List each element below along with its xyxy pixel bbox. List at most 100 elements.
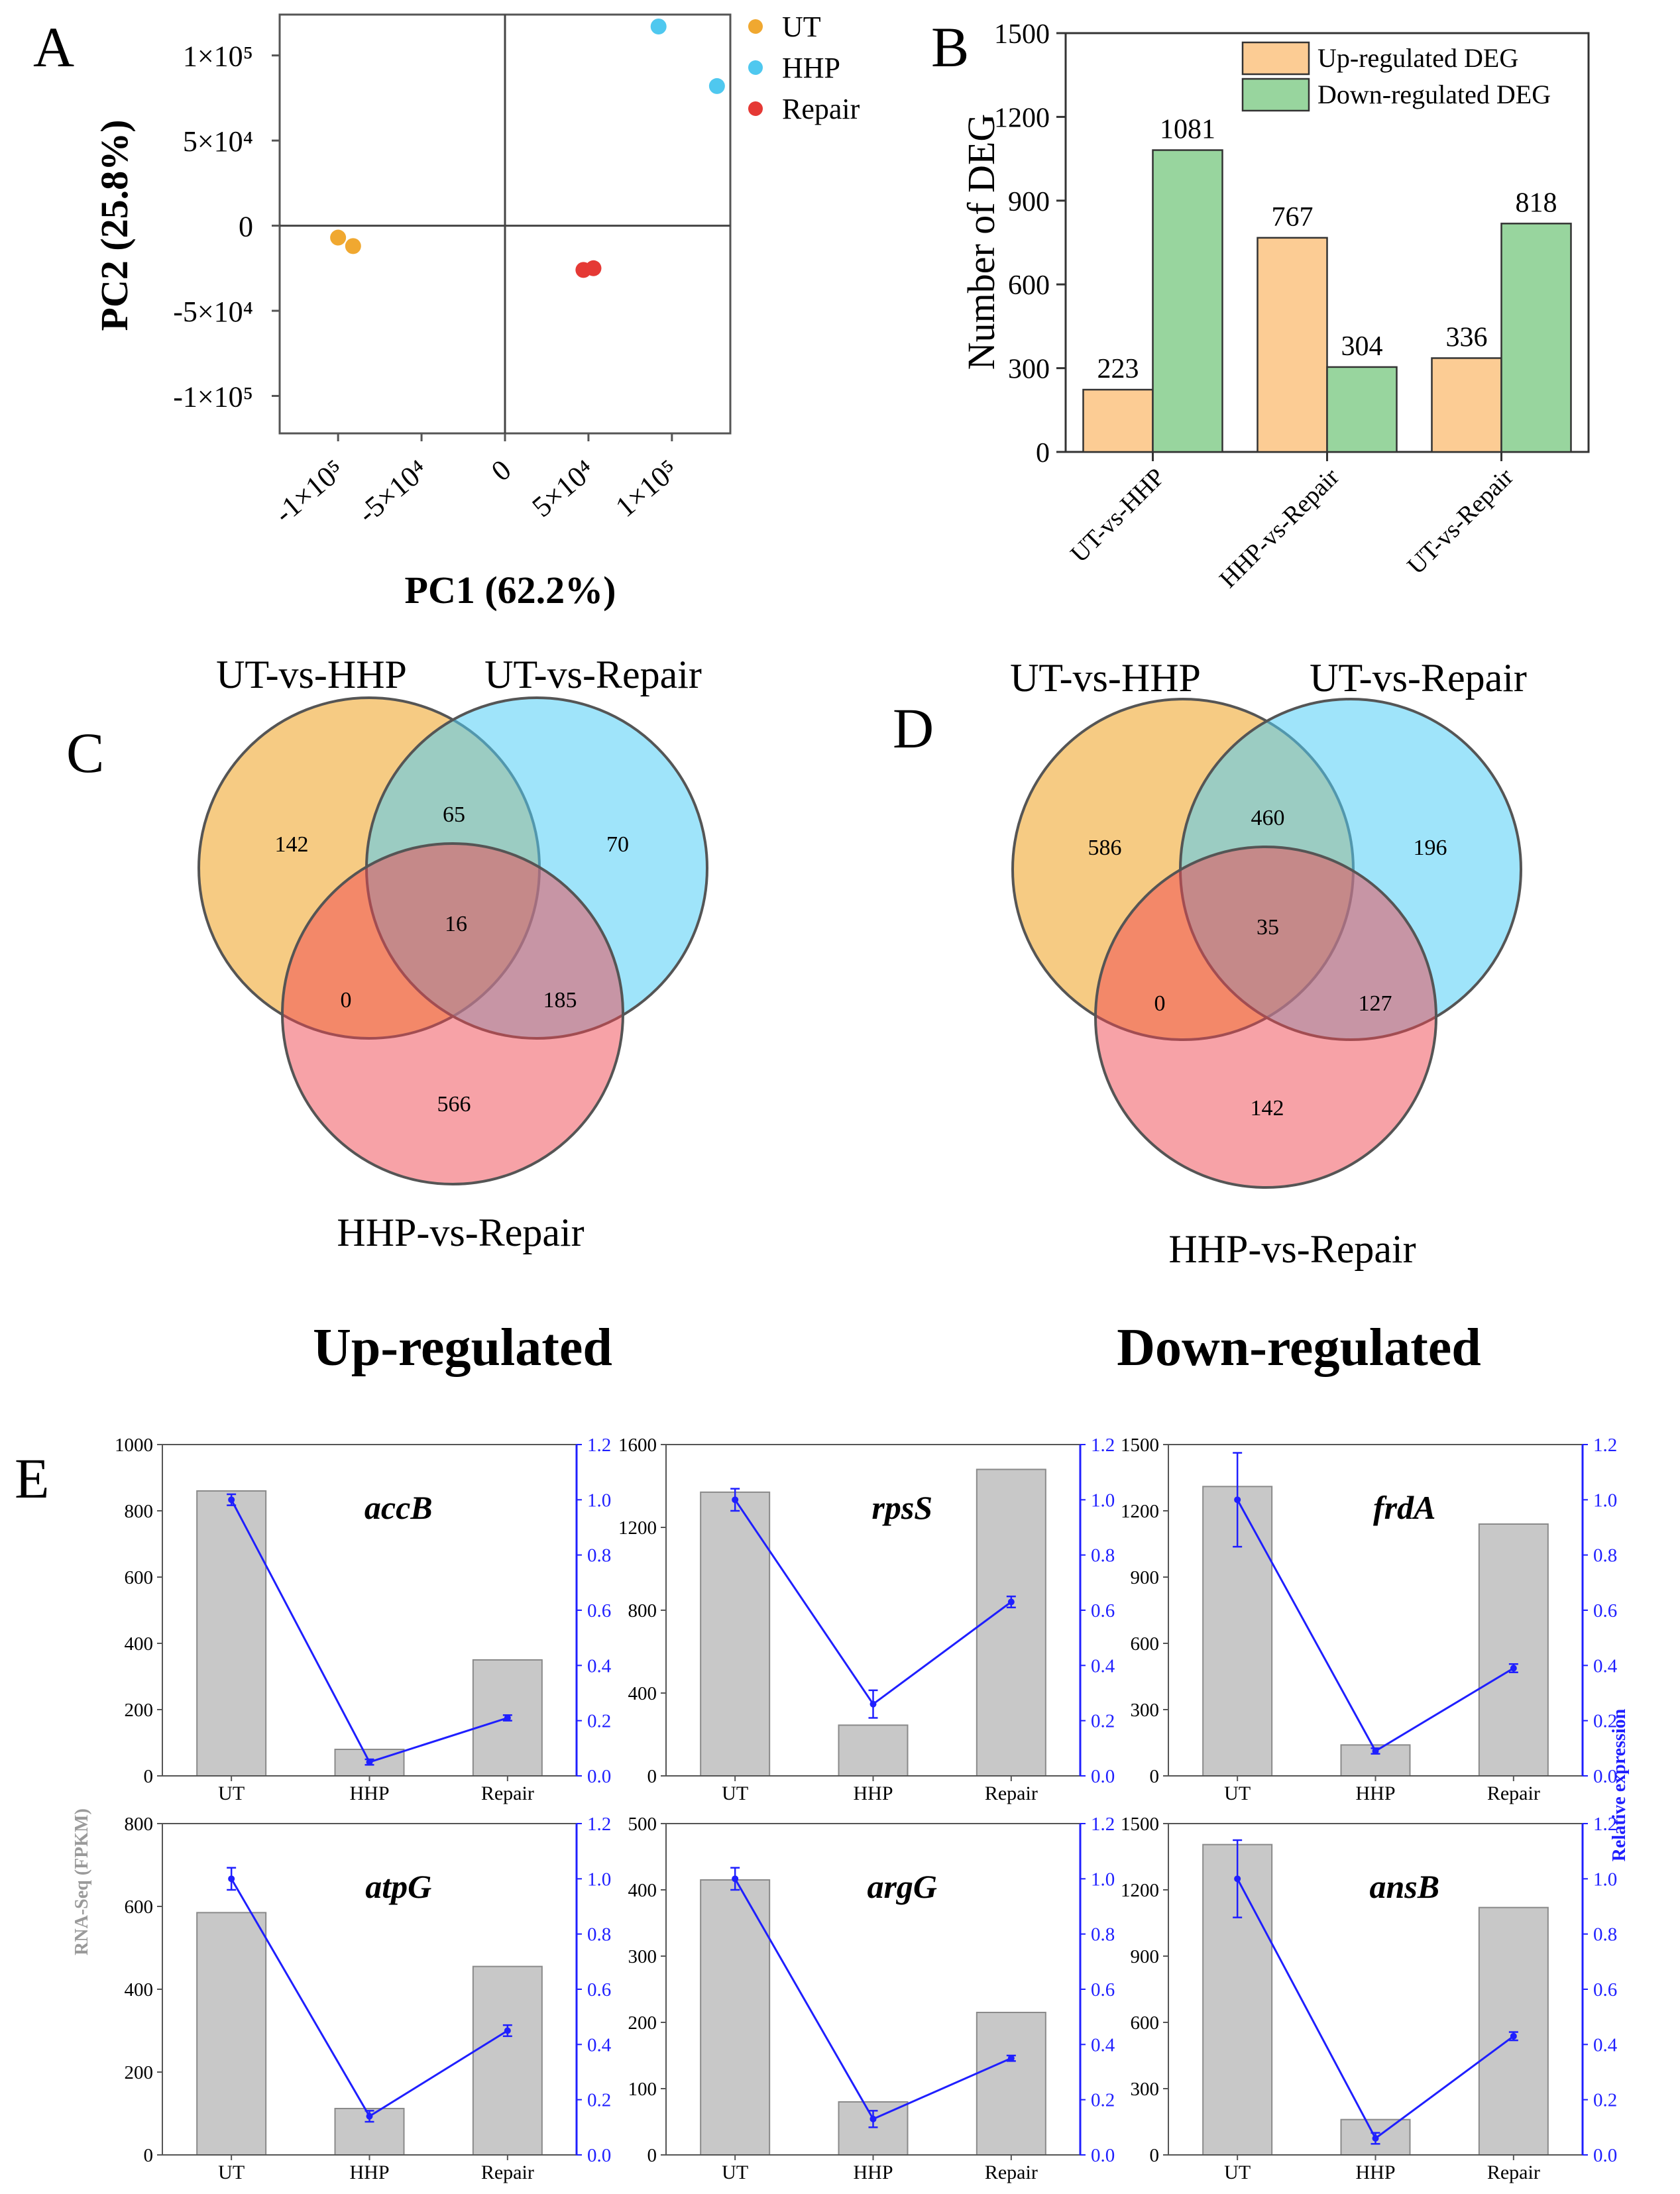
- venn-set-label: UT-vs-Repair: [1310, 656, 1527, 700]
- pca-point-repair: [585, 260, 602, 276]
- gene-right-tick-label: 0.8: [1091, 1545, 1115, 1566]
- gene-right-tick-label: 0.6: [1593, 1600, 1617, 1621]
- relative-expression-point: [732, 1496, 739, 1504]
- gene-left-tick-label: 600: [125, 1896, 154, 1918]
- panel-c-label: C: [66, 721, 104, 785]
- gene-name-label: atpG: [365, 1868, 431, 1905]
- fpkm-bar: [700, 1491, 771, 1777]
- pca-legend-marker-hhp: [748, 60, 763, 75]
- fpkm-bar: [838, 2101, 909, 2156]
- gene-x-tick-label: HHP: [853, 2162, 893, 2183]
- gene-x-tick-label: Repair: [481, 1783, 534, 1804]
- venn-up: UT-vs-HHP UT-vs-Repair HHP-vs-Repair 142 65 7…: [197, 653, 708, 1254]
- gene-left-tick-label: 0: [144, 1766, 154, 1787]
- gene-right-tick-label: 0.4: [587, 1655, 612, 1676]
- gene-x-tick-label: UT: [1224, 2162, 1251, 2183]
- gene-right-tick-label: 0.2: [1091, 2090, 1115, 2111]
- deg-y-tick-label: 300: [1008, 355, 1050, 385]
- gene-x-tick-label: HHP: [1355, 1783, 1395, 1804]
- fpkm-bar: [976, 1468, 1046, 1777]
- gene-name-label: accB: [364, 1489, 433, 1526]
- venn-set-label: HHP-vs-Repair: [1168, 1227, 1416, 1271]
- gene-left-tick-label: 500: [628, 1814, 657, 1835]
- deg-legend-swatch: [1241, 78, 1310, 112]
- venn-region-count: 185: [543, 988, 577, 1013]
- pca-x-axis-label: PC1 (62.2%): [405, 569, 616, 612]
- rnaseq-axis-label: RNA-Seq (FPKM): [72, 1808, 92, 1955]
- pca-point-ut: [330, 229, 347, 246]
- relative-expression-line: [230, 1878, 508, 2118]
- gene-right-tick-label: 1.2: [1593, 1814, 1617, 1835]
- venn-region-count: 35: [1257, 915, 1279, 940]
- venn-circle: [1094, 846, 1437, 1189]
- deg-y-tick-label: 1200: [994, 103, 1050, 133]
- deg-bar-value-label: 818: [1516, 188, 1557, 218]
- gene-name-label: frdA: [1373, 1489, 1435, 1526]
- relative-expression-point: [228, 1496, 235, 1504]
- pca-legend-label: HHP: [782, 52, 840, 84]
- pca-y-tick-label: 5×10⁴: [183, 125, 253, 158]
- pca-y-axis-label: PC2 (25.8%): [93, 120, 136, 331]
- gene-right-tick-label: 1.0: [1091, 1869, 1115, 1890]
- pca-x-tick-label: 0: [485, 453, 517, 488]
- relative-expression-point: [228, 1875, 235, 1883]
- fpkm-bar: [1478, 1523, 1549, 1777]
- fpkm-bar: [196, 1912, 267, 2156]
- gene-left-tick-label: 1200: [1121, 1501, 1159, 1522]
- relative-expression-line: [230, 1499, 508, 1763]
- gene-right-tick-label: 0.6: [587, 1979, 611, 2001]
- pca-y-tick-label: -5×10⁴: [173, 296, 253, 328]
- pca-x-tick-label: -5×10⁴: [351, 453, 433, 529]
- gene-right-tick-label: 1.2: [1091, 1435, 1115, 1456]
- gene-x-tick-label: Repair: [1487, 1783, 1540, 1804]
- pca-zero-lines: [280, 15, 730, 433]
- gene-left-tick-label: 1000: [115, 1435, 153, 1456]
- pca-x-ticks: -1×10⁵ -5×10⁴ 0 5×10⁴ 1×10⁵: [268, 433, 684, 529]
- venn-region-count: 196: [1414, 836, 1447, 860]
- deg-y-tick-label: 600: [1008, 270, 1050, 301]
- gene-left-tick-label: 300: [628, 1946, 657, 1967]
- deg-bars: 223 1081 767 304 336 818: [1082, 115, 1572, 453]
- relative-expression-point: [1007, 2055, 1015, 2062]
- gene-right-tick-label: 0.0: [1091, 2145, 1115, 2166]
- deg-bar-up: [1257, 237, 1328, 453]
- gene-right-tick-label: 0.8: [587, 1545, 611, 1566]
- gene-right-tick-label: 0.8: [587, 1924, 611, 1946]
- pca-legend-marker-ut: [748, 19, 763, 34]
- pca-point-hhp: [650, 18, 667, 34]
- gene-left-tick-label: 0: [647, 2145, 657, 2166]
- pca-y-tick-label: 0: [239, 211, 253, 243]
- relative-expression-point: [1372, 2135, 1379, 2142]
- venn-region-count: 0: [341, 988, 352, 1013]
- gene-right-tick-label: 1.0: [587, 1869, 611, 1890]
- gene-right-tick-label: 1.0: [1593, 1490, 1617, 1511]
- venn-down-title: Down-regulated: [1117, 1319, 1481, 1377]
- venn-down: UT-vs-HHP UT-vs-Repair HHP-vs-Repair 586 460…: [1010, 656, 1527, 1271]
- relative-expression-axis-label: Relative expression: [1609, 1708, 1630, 1861]
- venn-set-label: HHP-vs-Repair: [337, 1211, 584, 1254]
- fpkm-bar: [838, 1724, 909, 1777]
- gene-right-tick-label: 0.6: [1091, 1600, 1115, 1621]
- gene-right-tick-label: 0.4: [1593, 1655, 1618, 1676]
- venn-set-label: UT-vs-HHP: [216, 653, 407, 696]
- deg-x-tick-label: HHP-vs-Repair: [1214, 463, 1345, 593]
- gene-x-tick-label: UT: [1224, 1783, 1251, 1804]
- deg-legend: Up-regulated DEG Down-regulated DEG: [1241, 41, 1551, 112]
- gene-x-tick-label: Repair: [1487, 2162, 1540, 2183]
- pca-legend-marker-repair: [748, 101, 763, 116]
- gene-left-tick-label: 600: [125, 1567, 154, 1588]
- deg-bar-value-label: 304: [1341, 331, 1383, 362]
- gene-right-tick-label: 0.2: [1593, 2090, 1617, 2111]
- gene-right-tick-label: 0.8: [1593, 1924, 1617, 1946]
- gene-x-tick-label: Repair: [985, 1783, 1038, 1804]
- gene-x-tick-label: HHP: [349, 2162, 389, 2183]
- gene-left-tick-label: 900: [1131, 1946, 1160, 1967]
- relative-expression-point: [1007, 1598, 1015, 1606]
- relative-expression-point: [1234, 1875, 1241, 1883]
- deg-bar-value-label: 336: [1446, 322, 1488, 353]
- gene-left-tick-label: 1200: [618, 1517, 657, 1539]
- venn-set-label: UT-vs-Repair: [484, 653, 702, 696]
- gene-name-label: argG: [867, 1868, 937, 1905]
